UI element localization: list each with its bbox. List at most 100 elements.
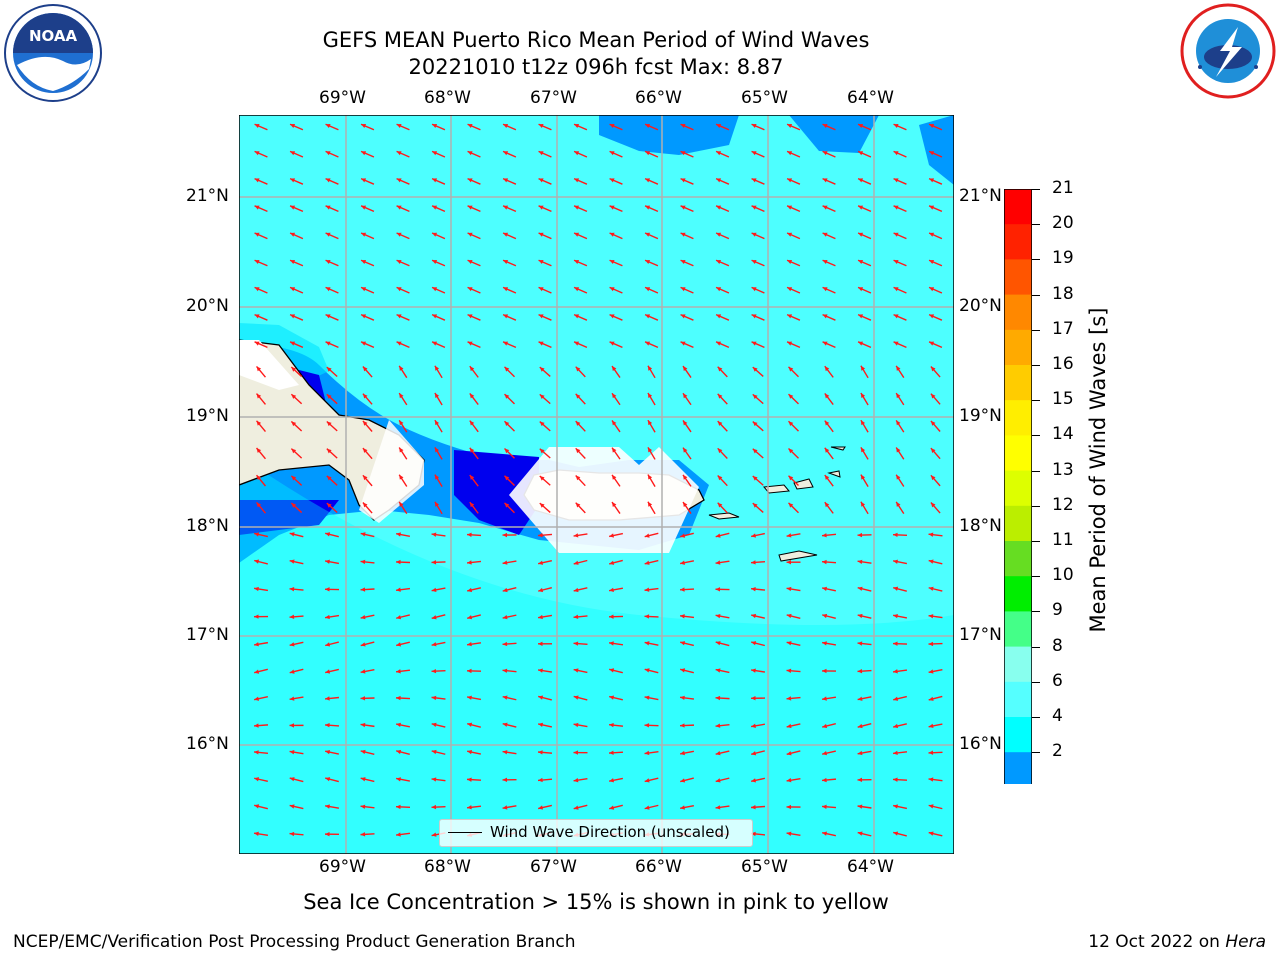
wave-arrow [469, 365, 479, 378]
wave-arrow [396, 232, 410, 240]
wave-arrow [715, 532, 730, 538]
wave-arrow [360, 804, 375, 809]
wave-arrow [289, 532, 304, 538]
wave-arrow [682, 501, 692, 514]
colorbar-tick [1032, 576, 1040, 578]
wave-arrow [360, 123, 375, 131]
wave-arrow [398, 447, 408, 460]
wave-arrow [573, 205, 588, 213]
wave-arrow [290, 420, 303, 432]
wave-arrow [324, 614, 340, 620]
wave-arrow [467, 341, 481, 349]
wave-arrow [715, 123, 730, 131]
wave-arrow [680, 205, 694, 213]
wave-arrow [751, 286, 765, 294]
wave-arrow [609, 232, 623, 240]
wave-arrow [751, 205, 765, 213]
wave-arrow [822, 259, 836, 267]
wave-arrow [928, 723, 943, 729]
wave-arrow [824, 474, 834, 487]
wave-arrow [467, 614, 481, 620]
wave-arrow [360, 232, 375, 240]
wave-arrow [573, 722, 588, 728]
wave-arrow [644, 313, 659, 321]
wave-arrow [751, 313, 765, 321]
lat-label-right: 16°N [959, 734, 1002, 754]
wave-arrow [360, 722, 375, 728]
wave-arrow [289, 777, 304, 783]
map-panel: Wind Wave Direction (unscaled) [238, 114, 955, 855]
wave-arrow [611, 420, 621, 433]
wave-arrow [857, 613, 872, 619]
wave-arrow [715, 205, 730, 213]
wave-arrow [609, 532, 623, 538]
colorbar-tick-label: 12 [1052, 494, 1074, 515]
wave-arrow [469, 447, 479, 460]
wave-arrow [930, 366, 941, 378]
wave-arrow [857, 205, 872, 213]
wave-arrow [467, 232, 481, 240]
wave-arrow [717, 366, 728, 378]
wave-arrow [325, 641, 339, 647]
lat-label-left: 19°N [186, 406, 229, 426]
wave-arrow [715, 313, 730, 321]
colorbar-tick-label: 2 [1052, 741, 1063, 762]
wave-arrow [860, 474, 869, 487]
wave-arrow [537, 614, 553, 620]
wave-arrow [538, 232, 552, 240]
wave-arrow [609, 777, 623, 783]
wave-arrow [644, 614, 659, 619]
wave-arrow [750, 723, 766, 728]
wave-arrow [326, 420, 338, 432]
wave-arrow [857, 559, 872, 565]
wave-arrow [504, 475, 515, 487]
wave-arrow [396, 177, 410, 185]
wave-arrow [644, 668, 659, 674]
wave-arrow [253, 750, 269, 755]
wave-arrow [682, 447, 692, 460]
wave-arrow [680, 532, 694, 538]
wave-arrow [290, 366, 303, 378]
colorbar-segment [1004, 505, 1032, 542]
wave-arrow [928, 177, 943, 185]
wave-arrow [928, 150, 943, 158]
wave-arrow [930, 474, 941, 487]
wave-arrow [466, 805, 482, 810]
wave-arrow [434, 447, 443, 460]
wave-arrow [431, 341, 446, 349]
wave-arrow [537, 750, 553, 755]
wave-arrow [824, 392, 834, 406]
wave-arrow [502, 777, 517, 783]
wave-arrow [325, 259, 339, 267]
wave-arrow [750, 696, 766, 701]
wave-arrow [717, 502, 728, 514]
wave-arrow [538, 695, 552, 701]
wave-arrow [502, 259, 517, 267]
wave-arrow [325, 532, 339, 538]
wave-arrow [717, 447, 728, 459]
wave-arrow [893, 586, 907, 592]
lon-label-top: 65°W [741, 88, 788, 108]
wave-arrow [504, 447, 515, 459]
wave-arrow [362, 447, 373, 460]
wave-arrow [362, 502, 373, 514]
wave-arrow [431, 587, 446, 592]
colorbar-tick [1032, 400, 1040, 402]
wave-arrow [538, 804, 552, 810]
colorbar-tick [1032, 435, 1040, 437]
wave-arrow [717, 475, 728, 487]
wave-arrow [434, 419, 443, 433]
colorbar-segment [1004, 681, 1032, 718]
wave-arrow [751, 123, 765, 131]
wave-arrow [431, 777, 446, 782]
wave-arrow [860, 501, 869, 515]
wave-arrow [538, 560, 552, 565]
wave-arrow [857, 696, 872, 701]
wave-arrow [395, 722, 411, 728]
wave-arrow [892, 777, 908, 782]
wave-arrow [821, 641, 837, 646]
wave-arrow [573, 313, 588, 321]
wave-arrow [611, 501, 621, 514]
wave-arrow [715, 777, 730, 783]
wave-arrow [752, 448, 764, 459]
